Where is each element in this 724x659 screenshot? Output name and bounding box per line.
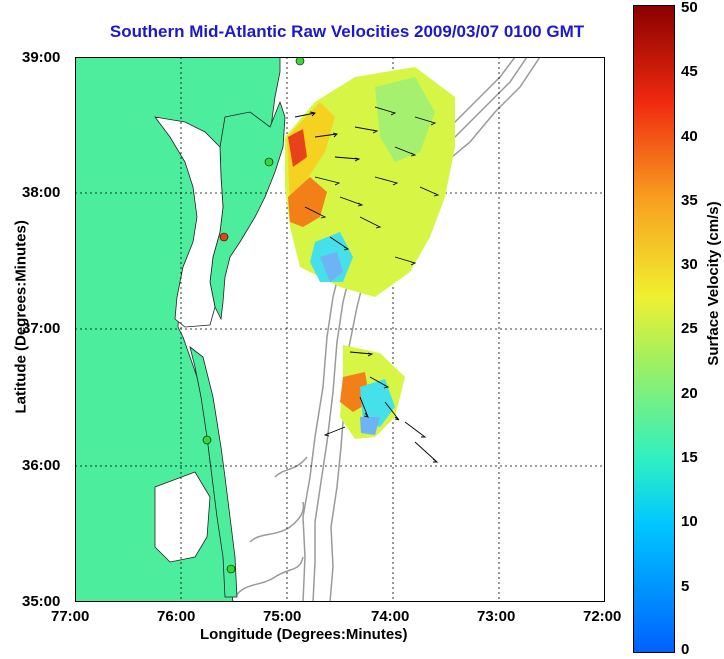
map-plot	[75, 57, 605, 602]
colorbar-tick: 45	[681, 63, 698, 80]
x-tick: 73:00	[477, 608, 516, 625]
colorbar-tick: 40	[681, 128, 698, 145]
plot-frame	[75, 57, 605, 602]
x-axis-label: Longitude (Degrees:Minutes)	[200, 626, 408, 643]
colorbar-tick: 35	[681, 192, 698, 209]
x-tick: 74:00	[371, 608, 410, 625]
current-vectors	[294, 106, 440, 463]
colorbar-label: Surface Velocity (cm/s)	[705, 201, 722, 366]
y-tick: 35:00	[22, 593, 61, 610]
outer-banks	[189, 345, 238, 598]
y-tick: 39:00	[22, 49, 61, 66]
colorbar-tick: 15	[681, 449, 698, 466]
velocity-field-north	[285, 67, 455, 297]
colorbar-tick: 50	[681, 0, 698, 16]
colorbar-gradient	[633, 5, 675, 653]
chesapeake-bay	[154, 116, 224, 328]
radar-sites	[202, 57, 305, 574]
map-title: Southern Mid-Atlantic Raw Velocities 200…	[109, 22, 585, 41]
colorbar-tick: 20	[681, 385, 698, 402]
x-tick: 75:00	[263, 608, 302, 625]
y-axis-label: Latitude (Degrees:Minutes)	[12, 220, 30, 414]
x-tick: 77:00	[51, 608, 90, 625]
colorbar-tick: 10	[681, 513, 698, 530]
colorbar-tick: 0	[681, 641, 690, 658]
velocity-field-south	[340, 345, 405, 439]
colorbar-tick: 5	[681, 578, 690, 595]
x-tick: 76:00	[157, 608, 196, 625]
colorbar	[633, 5, 675, 653]
y-tick: 36:00	[22, 457, 61, 474]
colorbar-tick: 30	[681, 256, 698, 273]
pamlico-sound	[154, 471, 211, 563]
y-tick: 37:00	[22, 320, 61, 337]
colorbar-tick: 25	[681, 320, 698, 337]
x-tick: 72:00	[583, 608, 622, 625]
y-tick: 38:00	[22, 184, 61, 201]
